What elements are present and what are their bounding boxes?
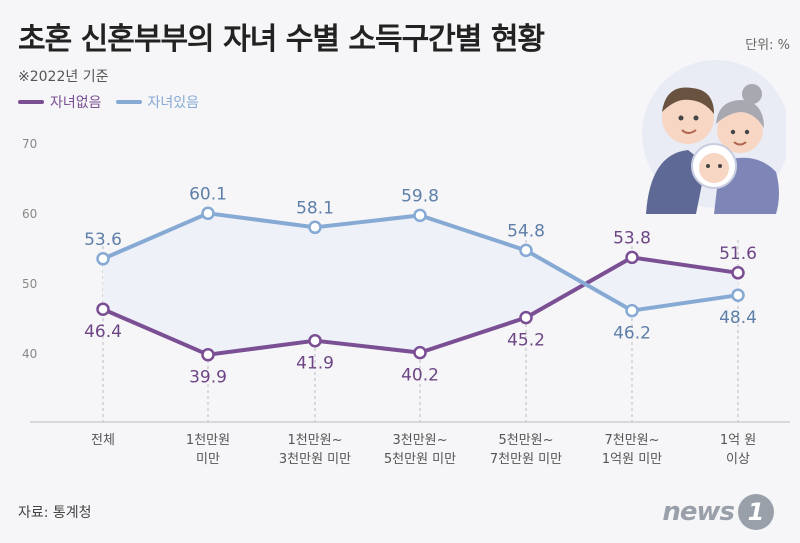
- data-label: 39.9: [189, 368, 227, 388]
- x-tick-label: 1억 원 이상: [720, 433, 756, 467]
- x-tick-label: 5천만원~ 7천만원 미만: [490, 433, 562, 467]
- data-label: 60.1: [189, 184, 227, 204]
- data-label: 53.6: [84, 230, 122, 250]
- data-label: 48.4: [719, 308, 757, 328]
- legend-item-with-children: 자녀있음: [115, 92, 200, 112]
- x-tick-label: 1천만원 미만: [186, 433, 230, 467]
- legend-item-no-children: 자녀없음: [18, 92, 102, 112]
- data-label: 54.8: [507, 221, 545, 241]
- legend-swatch-no-children: [18, 100, 44, 104]
- y-tick-label: 40: [22, 347, 37, 361]
- gap-fill-area: [103, 213, 738, 355]
- data-point: [413, 345, 427, 360]
- data-point: [519, 243, 533, 258]
- data-point: [413, 208, 427, 223]
- logo-badge: 1: [738, 494, 774, 530]
- data-label: 46.2: [613, 324, 651, 344]
- x-tick-label: 1천만원~ 3천만원 미만: [279, 433, 351, 467]
- data-point: [731, 288, 745, 302]
- data-label: 46.4: [84, 322, 122, 342]
- data-point: [308, 220, 322, 235]
- basis-note: ※2022년 기준: [18, 69, 109, 85]
- data-point: [625, 250, 639, 265]
- legend-label-with-children: 자녀있음: [147, 95, 200, 111]
- logo-text: news: [662, 497, 735, 527]
- data-label: 41.9: [296, 354, 334, 374]
- source-note: 자료: 통계청: [18, 505, 92, 521]
- y-tick-label: 70: [22, 137, 37, 151]
- x-tick-label: 3천만원~ 5천만원 미만: [384, 433, 456, 467]
- data-point: [625, 303, 639, 318]
- data-point: [96, 302, 110, 316]
- y-tick-label: 50: [22, 277, 37, 291]
- legend-swatch-with-children: [115, 100, 142, 104]
- data-label: 53.8: [613, 228, 651, 248]
- data-point: [96, 252, 110, 266]
- data-point: [731, 266, 745, 280]
- y-tick-label: 60: [22, 207, 37, 221]
- news1-logo: news 1: [662, 494, 774, 530]
- data-label: 59.8: [401, 186, 439, 206]
- data-label: 58.1: [296, 198, 334, 218]
- legend-label-no-children: 자녀없음: [50, 95, 102, 111]
- x-tick-label: 7천만원~ 1억원 미만: [602, 433, 662, 467]
- chart-title: 초혼 신혼부부의 자녀 수별 소득구간별 현황: [18, 22, 545, 57]
- data-label: 51.6: [719, 244, 757, 264]
- data-point: [519, 310, 533, 325]
- unit-label: 단위: %: [745, 38, 790, 53]
- data-point: [201, 206, 215, 221]
- data-point: [201, 347, 215, 362]
- data-label: 40.2: [401, 366, 439, 386]
- data-label: 45.2: [507, 331, 545, 351]
- family-illustration-icon: [642, 60, 786, 214]
- x-tick-label: 전체: [91, 433, 115, 448]
- data-point: [308, 333, 322, 348]
- legend: 자녀없음 자녀있음: [18, 92, 199, 112]
